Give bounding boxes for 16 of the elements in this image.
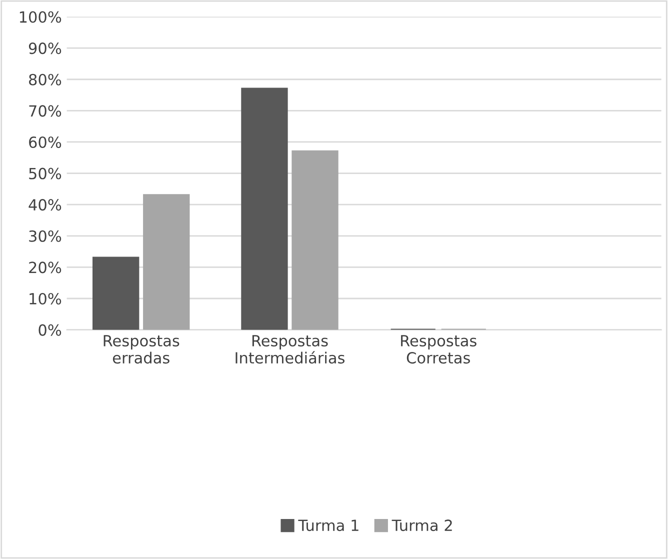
- y-tick-label: 10%: [30, 292, 62, 305]
- y-tick-label: 100%: [20, 11, 62, 23]
- y-tick-label: 20%: [29, 262, 62, 274]
- y-tick-label: 0%: [38, 324, 62, 336]
- legend-label: Turma 2: [392, 520, 452, 532]
- y-tick-label: 60%: [29, 136, 62, 148]
- y-tick-label: 30%: [29, 230, 62, 242]
- x-tick-label: Respostas erradas: [104, 335, 180, 364]
- y-tick-label: 70%: [29, 105, 62, 117]
- y-tick-label: 90%: [28, 42, 62, 54]
- x-tick-label: Respostas Intermediárias: [236, 335, 345, 364]
- y-tick-label: 50%: [29, 168, 62, 180]
- y-tick-label: 80%: [29, 74, 62, 86]
- x-tick-label: Respostas Corretas: [401, 335, 476, 364]
- y-tick-label: 40%: [28, 199, 62, 211]
- legend-label: Turma 1: [298, 520, 358, 532]
